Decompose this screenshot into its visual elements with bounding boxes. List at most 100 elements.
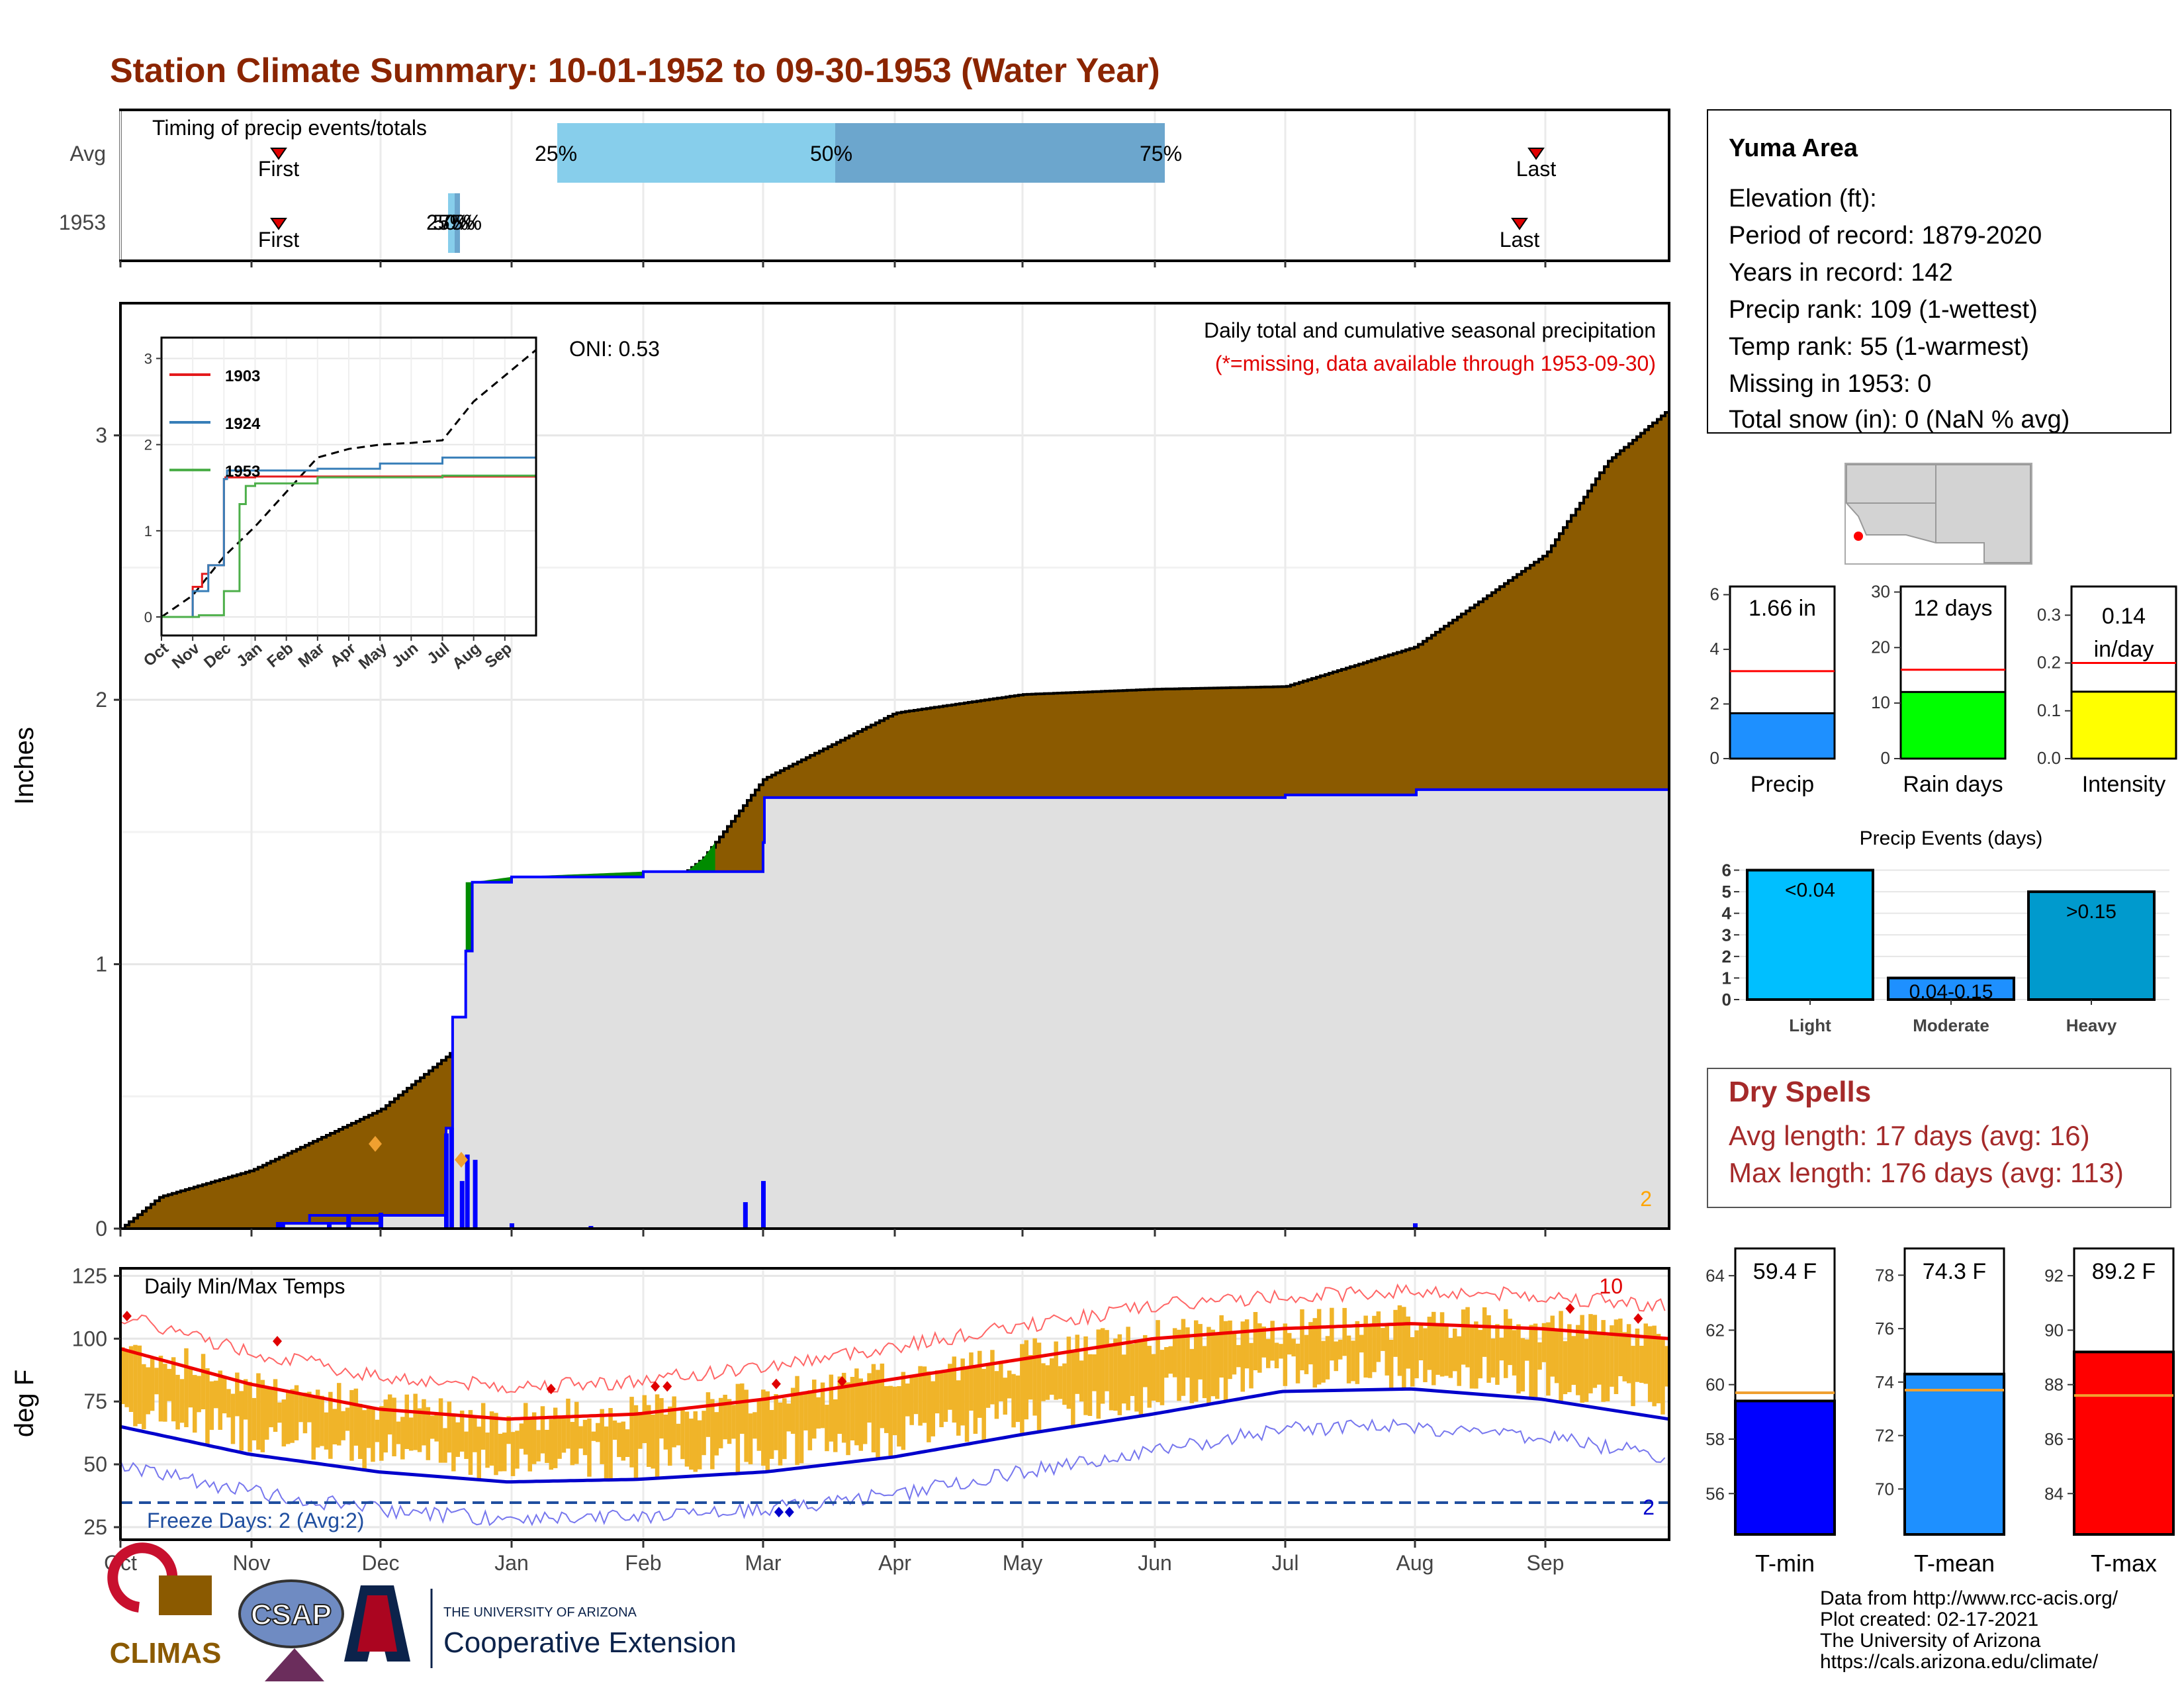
daily-temp-bar xyxy=(952,1356,956,1423)
daily-temp-bar xyxy=(1147,1346,1152,1408)
temp-bar-fill xyxy=(1903,1372,2005,1536)
precip-panel-title: Daily total and cumulative seasonal prec… xyxy=(1204,318,1656,342)
daily-temp-bar xyxy=(1100,1328,1105,1404)
station-line: Precip rank: 109 (1-wettest) xyxy=(1729,296,2038,324)
daily-temp-bar xyxy=(884,1386,889,1433)
daily-temp-bar xyxy=(1274,1342,1279,1368)
events-plot: 0 1 2 3 4 5 6 <0.04 Light 0.04-0.15 Moderate >0.15 H… xyxy=(1722,861,2169,1035)
daily-temp-bar xyxy=(523,1403,528,1455)
csap-wordmark: CSAP xyxy=(251,1599,332,1631)
daily-temp-bar xyxy=(731,1405,736,1439)
daily-temp-bar xyxy=(621,1421,625,1461)
ua-big-text: Cooperative Extension xyxy=(443,1626,737,1659)
daily-temp-bar xyxy=(1406,1316,1410,1369)
daily-temp-bar xyxy=(1279,1344,1283,1359)
daily-temp-bar xyxy=(1414,1330,1419,1379)
events-bar-label: <0.04 xyxy=(1785,880,1835,902)
daily-temp-bar xyxy=(1122,1354,1126,1404)
precip-y-tick-label: 2 xyxy=(95,688,107,712)
daily-temp-bar xyxy=(251,1397,257,1440)
daily-temp-bar xyxy=(328,1391,333,1459)
daily-temp-bar xyxy=(438,1398,443,1463)
daily-temp-bar xyxy=(154,1368,159,1395)
daily-temp-bar xyxy=(1559,1311,1563,1401)
daily-temp-bar xyxy=(1130,1344,1135,1396)
daily-temp-bar xyxy=(392,1397,396,1456)
daily-temp-bar xyxy=(1418,1325,1424,1360)
credits: Data from http://www.rcc-acis.org/ Plot … xyxy=(1820,1587,2118,1673)
daily-temp-bar xyxy=(1156,1320,1160,1403)
temp-bar-tick-label: 92 xyxy=(2044,1266,2064,1286)
daily-temp-bar xyxy=(1541,1323,1547,1362)
summary-bar-label: Rain days xyxy=(1903,772,2003,797)
daily-temp-bar xyxy=(1376,1311,1381,1362)
daily-temp-bar xyxy=(871,1364,876,1452)
daily-temp-bar xyxy=(587,1418,592,1477)
daily-temp-bar xyxy=(150,1358,155,1411)
timing-row-year: 1953 xyxy=(59,211,106,234)
daily-temp-bar xyxy=(540,1406,545,1454)
temp-y-tick-label: 25 xyxy=(83,1515,107,1539)
events-category-label: Moderate xyxy=(1913,1015,1989,1035)
inset-series-line xyxy=(161,473,537,618)
daily-temp-bar xyxy=(1656,1334,1661,1403)
daily-temp-bar xyxy=(1198,1324,1203,1380)
daily-temp-bar xyxy=(1321,1340,1326,1383)
ua-small-text: THE UNIVERSITY OF ARIZONA xyxy=(443,1605,637,1620)
daily-temp-bar xyxy=(858,1378,863,1451)
daily-temp-bar xyxy=(128,1346,134,1412)
daily-temp-bar xyxy=(850,1377,855,1440)
inset-y-tick-label: 1 xyxy=(144,523,152,539)
avg-75-label: 75% xyxy=(1140,142,1182,165)
daily-temp-bar xyxy=(825,1405,829,1452)
daily-temp-bar xyxy=(799,1395,804,1464)
daily-precip-bar xyxy=(510,1223,514,1229)
daily-temp-bar xyxy=(1206,1327,1211,1405)
daily-temp-bar xyxy=(1308,1322,1313,1365)
daily-temp-bar xyxy=(294,1385,299,1440)
daily-temp-bar xyxy=(642,1395,647,1444)
daily-temp-bar xyxy=(1266,1338,1271,1368)
daily-temp-bar xyxy=(1287,1333,1292,1355)
daily-temp-bar xyxy=(1381,1328,1385,1351)
daily-temp-bar xyxy=(1087,1354,1093,1416)
daily-temp-bar xyxy=(260,1380,265,1452)
summary-bar-fill xyxy=(1899,690,2007,760)
csap-logo: CSAP xyxy=(238,1579,344,1681)
daily-temp-bar xyxy=(1151,1354,1156,1401)
daily-temp-bar xyxy=(256,1373,261,1450)
daily-temp-bar xyxy=(1202,1346,1207,1399)
daily-temp-bar xyxy=(1385,1325,1389,1376)
month-label: Sep xyxy=(1527,1551,1565,1575)
daily-temp-bar xyxy=(489,1411,494,1466)
daily-temp-bar xyxy=(1563,1341,1568,1395)
daily-temp-bar xyxy=(1664,1346,1670,1387)
daily-temp-bar xyxy=(744,1389,749,1462)
daily-temp-bar xyxy=(1181,1319,1186,1396)
year-50-75-bar xyxy=(455,193,460,253)
daily-temp-bar xyxy=(222,1376,227,1414)
summary-bar-tick-label: 0 xyxy=(1881,748,1890,768)
month-label: Feb xyxy=(625,1551,661,1575)
daily-temp-bar xyxy=(1584,1338,1589,1402)
page-title: Station Climate Summary: 10-01-1952 to 0… xyxy=(110,52,1160,90)
daily-temp-bar xyxy=(693,1411,698,1472)
daily-temp-bar xyxy=(617,1423,621,1458)
inset-y-tick-label: 3 xyxy=(144,351,152,367)
daily-temp-bar xyxy=(1134,1339,1139,1412)
daily-precip-bar xyxy=(277,1223,283,1229)
month-label: Jan xyxy=(494,1551,529,1575)
daily-temp-bar xyxy=(1054,1341,1058,1400)
temp-summary-t-min: 59.4 F 56 58 60 62 64 T-min xyxy=(1706,1247,1836,1577)
daily-temp-bar xyxy=(1244,1319,1250,1369)
daily-temp-bar xyxy=(1316,1309,1322,1385)
temp-bar-tick-label: 62 xyxy=(1706,1320,1725,1340)
record-high-marker xyxy=(662,1381,672,1392)
daily-temp-bar xyxy=(1546,1322,1551,1396)
daily-temp-bar xyxy=(124,1350,129,1407)
daily-temp-bar xyxy=(769,1410,774,1459)
legend-1924: 1924 xyxy=(225,415,261,433)
temp-range-bars xyxy=(120,1305,1670,1480)
daily-temp-bar xyxy=(651,1415,655,1469)
